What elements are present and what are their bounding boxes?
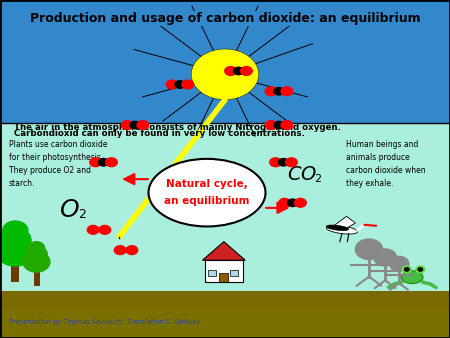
Circle shape <box>137 121 149 129</box>
Text: Production and usage of carbon dioxide: an equilibrium: Production and usage of carbon dioxide: … <box>30 12 420 25</box>
Circle shape <box>182 80 194 89</box>
Bar <box>0 291 450 308</box>
Circle shape <box>130 121 140 129</box>
Bar <box>220 273 228 282</box>
Circle shape <box>106 158 117 167</box>
Circle shape <box>0 228 31 252</box>
Circle shape <box>265 121 277 129</box>
Circle shape <box>175 81 185 88</box>
Bar <box>0 0 450 123</box>
Circle shape <box>99 225 111 234</box>
Circle shape <box>121 121 133 129</box>
Bar <box>0 123 450 291</box>
Text: Carbondioxid can only be found in very low concentrations.: Carbondioxid can only be found in very l… <box>14 129 304 138</box>
Circle shape <box>279 198 290 207</box>
Text: an equilibrium: an equilibrium <box>164 196 250 206</box>
Circle shape <box>402 266 411 273</box>
Circle shape <box>87 225 99 234</box>
Text: $\mathit{O}$: $\mathit{O}$ <box>59 197 80 222</box>
Text: The air in the atmosphere consists of mainly Nitrogen and oxygen.: The air in the atmosphere consists of ma… <box>14 123 340 132</box>
Circle shape <box>225 67 236 75</box>
Bar <box>208 270 216 276</box>
Circle shape <box>286 158 297 167</box>
Text: Presentation by Thomas Seilnacht. Translation C. Uphues: Presentation by Thomas Seilnacht. Transl… <box>9 319 200 325</box>
Circle shape <box>374 249 396 266</box>
Circle shape <box>281 121 293 129</box>
Text: 2: 2 <box>78 208 86 221</box>
Circle shape <box>274 88 284 95</box>
Circle shape <box>279 159 288 166</box>
Circle shape <box>114 246 126 255</box>
Polygon shape <box>202 242 245 260</box>
Circle shape <box>23 252 50 272</box>
Bar <box>205 260 243 282</box>
Bar <box>34 267 40 286</box>
Circle shape <box>295 198 306 207</box>
Circle shape <box>191 49 259 100</box>
Circle shape <box>90 158 101 167</box>
Circle shape <box>241 67 252 75</box>
Circle shape <box>281 87 293 96</box>
Circle shape <box>26 246 47 262</box>
Text: Human beings and
animals produce
carbon dioxide when
they exhale.: Human beings and animals produce carbon … <box>346 140 426 188</box>
Circle shape <box>356 239 382 260</box>
Bar <box>0 308 450 338</box>
Circle shape <box>234 67 243 75</box>
Circle shape <box>126 246 138 255</box>
Ellipse shape <box>326 226 358 234</box>
Text: Natural cycle,: Natural cycle, <box>166 179 248 189</box>
Ellipse shape <box>326 225 349 231</box>
Ellipse shape <box>148 159 266 226</box>
Bar <box>11 257 19 282</box>
Circle shape <box>270 158 281 167</box>
Circle shape <box>416 266 425 273</box>
Text: Plants use carbon dioxide
for their photosynthesis.
They produce O2 and
starch.: Plants use carbon dioxide for their phot… <box>9 140 108 188</box>
Circle shape <box>418 268 423 271</box>
Ellipse shape <box>401 271 423 284</box>
Circle shape <box>274 121 284 129</box>
Circle shape <box>3 221 28 240</box>
Text: $\mathit{CO}$: $\mathit{CO}$ <box>287 165 318 184</box>
Circle shape <box>28 242 45 254</box>
Circle shape <box>265 87 277 96</box>
Circle shape <box>405 268 409 271</box>
Bar <box>230 270 238 276</box>
Circle shape <box>288 199 297 207</box>
Text: 2: 2 <box>314 174 321 184</box>
Circle shape <box>166 80 178 89</box>
Circle shape <box>389 257 409 271</box>
Circle shape <box>99 159 108 166</box>
Circle shape <box>0 238 34 266</box>
Polygon shape <box>333 216 356 228</box>
